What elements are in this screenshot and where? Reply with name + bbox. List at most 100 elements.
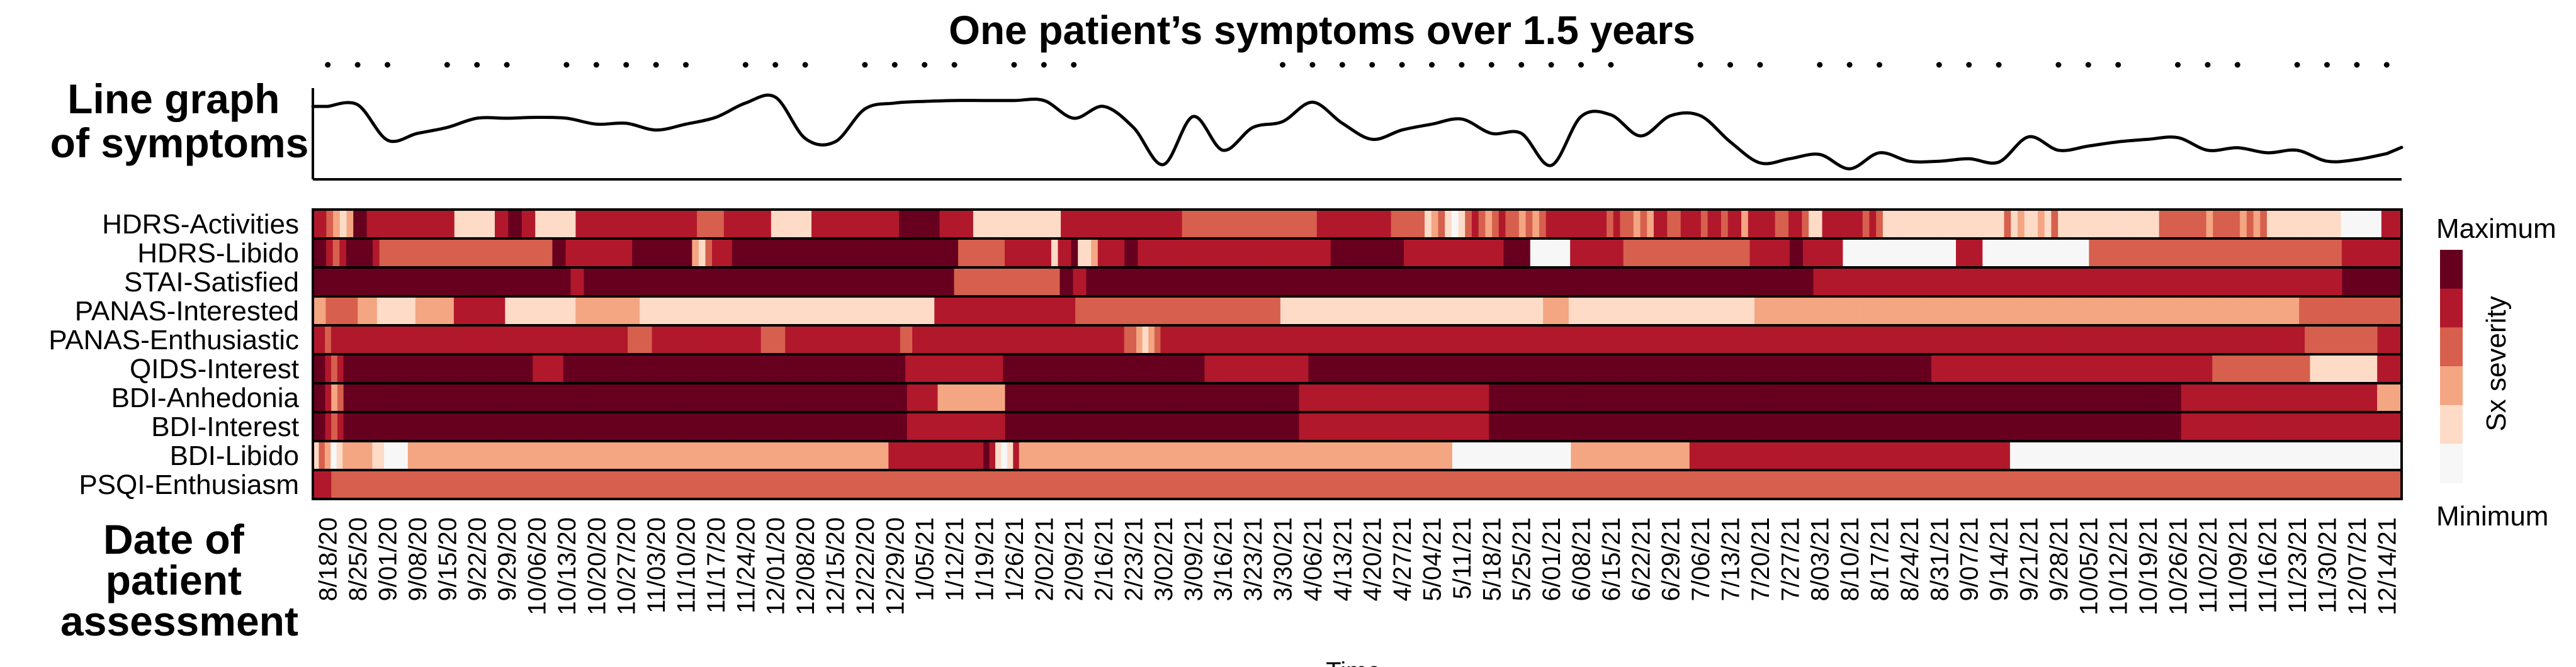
heatmap-cell — [1094, 210, 1102, 238]
heatmap-cell — [325, 354, 332, 383]
heatmap-cell — [1885, 441, 1892, 470]
heatmap-cell — [2273, 296, 2281, 325]
heatmap-cell — [355, 354, 363, 383]
heatmap-cell — [1734, 412, 1741, 441]
heatmap-cell — [1342, 325, 1349, 354]
heatmap-cell — [2089, 238, 2096, 267]
heatmap-cell — [1203, 296, 1211, 325]
heatmap-cell — [1754, 354, 1761, 383]
heatmap-cell — [1397, 267, 1404, 296]
heatmap-cell — [782, 267, 789, 296]
heatmap-cell — [1119, 267, 1127, 296]
heatmap-cell — [932, 210, 940, 238]
date-tick-label: 12/29/20 — [881, 517, 909, 615]
heatmap-cell — [1674, 210, 1681, 238]
heatmap-cell — [687, 470, 694, 499]
heatmap-cell — [506, 325, 513, 354]
heatmap-cell — [805, 238, 813, 267]
heatmap-cell — [465, 267, 472, 296]
heatmap-cell — [919, 383, 926, 412]
heatmap-cell — [1938, 441, 1945, 470]
heatmap-cell — [434, 210, 441, 238]
heatmap-cell — [1501, 412, 1508, 441]
heatmap-cell — [1119, 354, 1126, 383]
heatmap-cell — [2241, 441, 2248, 470]
heatmap-cell — [1630, 441, 1637, 470]
heatmap-cell — [1438, 325, 1446, 354]
heatmap-cell — [2087, 441, 2094, 470]
heatmap-cell — [2330, 441, 2337, 470]
heatmap-cell — [1707, 267, 1715, 296]
heatmap-cell — [2177, 296, 2184, 325]
heatmap-cell — [679, 354, 686, 383]
heatmap-cell — [868, 354, 876, 383]
heatmap-cell — [1723, 325, 1731, 354]
heatmap-cell — [1765, 412, 1771, 441]
heatmap-cell — [2346, 383, 2353, 412]
heatmap-cell — [663, 441, 670, 470]
heatmap-cell — [1128, 210, 1136, 238]
heatmap-cell — [2364, 354, 2372, 383]
heatmap-cell — [390, 296, 397, 325]
heatmap-cell — [1625, 354, 1633, 383]
heatmap-cell — [539, 238, 546, 267]
heatmap-cell — [1085, 412, 1092, 441]
heatmap-cell — [960, 354, 967, 383]
heatmap-cell — [2341, 325, 2348, 354]
heatmap-cell — [472, 354, 478, 383]
heatmap-cell — [1512, 210, 1520, 238]
heatmap-cell — [1033, 354, 1041, 383]
heatmap-cell — [1121, 412, 1128, 441]
heatmap-cell — [404, 412, 412, 441]
heatmap-cell — [966, 325, 973, 354]
heatmap-cell — [504, 267, 512, 296]
heatmap-cell — [1505, 325, 1512, 354]
heatmap-cell — [1748, 325, 1754, 354]
heatmap-cell — [2193, 412, 2200, 441]
heatmap-cell — [1632, 325, 1639, 354]
heatmap-cell — [2057, 470, 2064, 499]
heatmap-cell — [2128, 238, 2136, 267]
heatmap-cell — [1485, 296, 1493, 325]
heatmap-cell — [1886, 267, 1894, 296]
assessment-dot — [951, 62, 958, 68]
heatmap-cell — [844, 354, 851, 383]
heatmap-cell — [617, 267, 624, 296]
heatmap-cell — [372, 267, 380, 296]
heatmap-cell — [1681, 354, 1688, 383]
heatmap-cell — [816, 470, 823, 499]
heatmap-cell — [1418, 210, 1425, 238]
heatmap-cell — [1540, 354, 1547, 383]
heatmap-cell — [2310, 383, 2317, 412]
heatmap-cell — [2151, 354, 2158, 383]
heatmap-cell — [1023, 412, 1031, 441]
heatmap-cell — [491, 470, 498, 499]
heatmap-cell — [2383, 470, 2390, 499]
heatmap-cell — [2218, 412, 2225, 441]
heatmap-cell — [2149, 238, 2156, 267]
heatmap-cell — [1902, 210, 1911, 238]
heatmap-cell — [1261, 296, 1268, 325]
assessment-dot — [2175, 62, 2181, 68]
heatmap-cell — [2246, 210, 2254, 238]
heatmap-cell — [419, 267, 426, 296]
heatmap-cell — [1605, 412, 1612, 441]
heatmap-cell — [2164, 296, 2172, 325]
heatmap-cell — [466, 412, 473, 441]
heatmap-cell — [1350, 267, 1358, 296]
heatmap-cell — [2212, 412, 2218, 441]
heatmap-cell — [1943, 354, 1950, 383]
heatmap-cell — [1574, 383, 1581, 412]
heatmap-cell — [757, 210, 765, 238]
heatmap-cell — [2250, 325, 2257, 354]
legend-swatch — [2440, 288, 2463, 328]
heatmap-cell — [2346, 412, 2353, 441]
heatmap-cell — [1893, 383, 1900, 412]
heatmap-cell — [2395, 238, 2402, 267]
heatmap-cell — [2145, 354, 2152, 383]
date-tick-label: 2/16/21 — [1090, 517, 1118, 601]
heatmap-cell — [1034, 210, 1041, 238]
heatmap-cell — [1666, 412, 1673, 441]
heatmap-cell — [366, 441, 373, 470]
heatmap-cell — [2132, 296, 2140, 325]
